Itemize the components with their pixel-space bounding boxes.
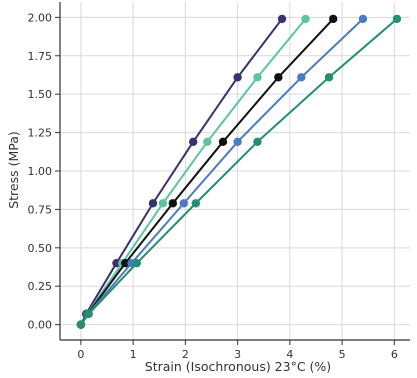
data-series [76, 14, 402, 329]
tick-labels: 0 1 2 3 4 5 6 0.00 0.25 0.50 0.75 1.00 1.25 1.50 1.75 2… [28, 11, 398, 361]
x-tick-label: 5 [339, 348, 346, 361]
data-point [233, 73, 242, 82]
axes [55, 2, 410, 345]
y-tick-label: 0.25 [28, 280, 53, 293]
y-tick-label: 0.50 [28, 242, 53, 255]
x-tick-label: 0 [77, 348, 84, 361]
data-point [253, 137, 262, 147]
data-point [76, 320, 86, 329]
x-tick-label: 2 [182, 348, 189, 361]
data-point [218, 137, 228, 147]
y-axis-label: Stress (MPa) [6, 131, 21, 209]
data-point [329, 14, 338, 24]
data-point [277, 14, 287, 24]
data-point [84, 309, 93, 319]
data-point [233, 137, 242, 147]
data-point [203, 137, 212, 147]
x-axis-label: Strain (Isochronous) 23°C (%) [145, 359, 331, 374]
data-point [297, 73, 306, 82]
data-point [132, 258, 141, 268]
y-tick-label: 0.00 [28, 319, 53, 332]
data-point [253, 73, 262, 82]
x-tick-label: 6 [391, 348, 398, 361]
data-point [121, 258, 130, 268]
grid [60, 2, 410, 340]
series-line [80, 18, 398, 326]
data-point [301, 14, 310, 24]
data-point [392, 14, 402, 24]
data-point [189, 137, 198, 147]
data-point [158, 199, 168, 208]
series-5 [76, 14, 402, 329]
y-tick-label: 1.75 [28, 50, 53, 63]
x-tick-label: 4 [286, 348, 293, 361]
x-tick-label: 1 [130, 348, 137, 361]
data-point [179, 199, 189, 208]
data-point [324, 73, 334, 82]
y-tick-label: 0.75 [28, 203, 53, 216]
y-tick-label: 1.00 [28, 165, 53, 178]
series-1 [76, 14, 287, 329]
data-point [274, 73, 283, 82]
x-tick-label: 3 [234, 348, 241, 361]
data-point [358, 14, 368, 24]
data-point [112, 258, 121, 268]
y-tick-label: 1.25 [28, 127, 53, 140]
data-point [148, 199, 158, 208]
y-tick-label: 2.00 [28, 11, 53, 24]
data-point [191, 199, 201, 208]
data-point [168, 199, 178, 208]
y-tick-label: 1.50 [28, 88, 53, 101]
